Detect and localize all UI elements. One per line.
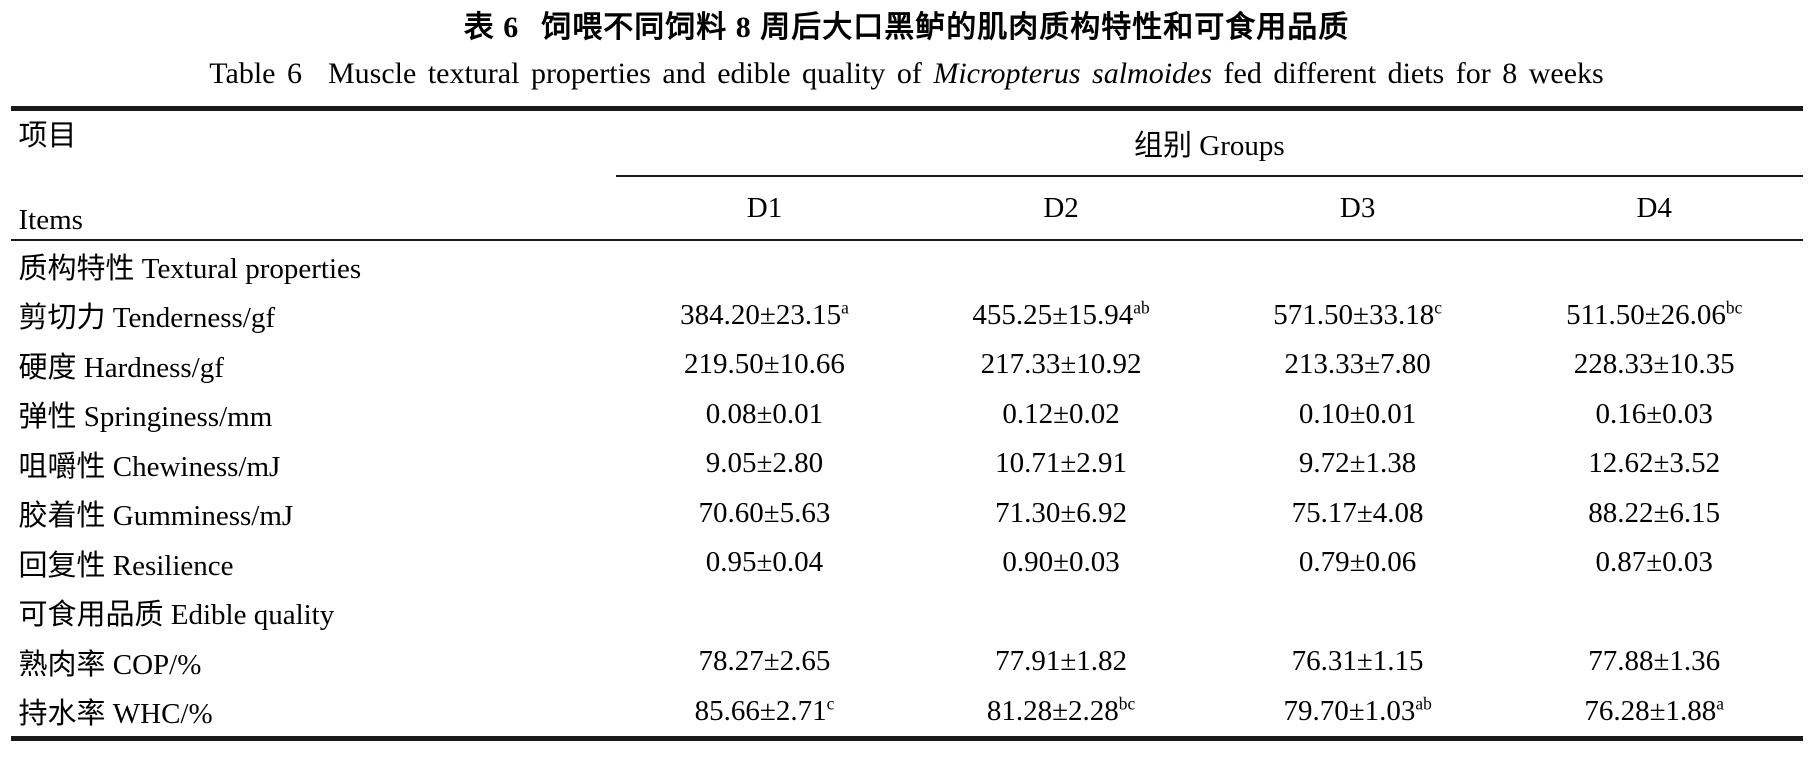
data-row: 弹性 Springiness/mm 0.08±0.01 0.12±0.02 0.10±… [11,390,1803,440]
significance-superscript: c [1434,297,1442,318]
row-label: 弹性 Springiness/mm [18,401,273,434]
groups-spanning-header: 组别 Groups [616,108,1803,177]
items-column-header: 项目 Items [11,109,617,241]
value-cell: 511.50±26.06bc [1566,297,1743,331]
row-label: 胶着性 Gumminess/mJ [18,500,294,533]
value-cell: 9.05±2.80 [705,447,824,480]
value-cell: 81.28±2.28bc [986,693,1136,727]
significance-superscript: ab [1415,693,1432,714]
value-cell: 77.91±1.82 [995,645,1127,678]
value-cell: 0.90±0.03 [1002,546,1120,579]
significance-superscript: a [841,297,849,318]
value-cell: 0.10±0.01 [1298,397,1417,430]
data-row: 持水率 WHC/% 85.66±2.71c 81.28±2.28bc 79.70±1.… [11,687,1803,739]
row-label: 硬度 Hardness/gf [18,351,224,384]
items-header-en: Items [18,204,83,236]
table-title-en-post: fed different diets for 8 weeks [1212,57,1604,90]
value-cell: 0.12±0.02 [1002,397,1120,430]
row-label: 咀嚼性 Chewiness/mJ [18,450,281,483]
species-name-italic: Micropterus salmoides [933,57,1213,90]
value-cell: 0.16±0.03 [1595,397,1713,430]
value-cell: 75.17±4.08 [1291,496,1424,529]
column-header-d4: D4 [1636,191,1672,224]
table-title-zh-text: 饲喂不同饲料 8 周后大口黑鲈的肌肉质构特性和可食用品质 [541,11,1350,44]
column-header-d3: D3 [1339,191,1376,224]
data-row: 咀嚼性 Chewiness/mJ 9.05±2.80 10.71±2.91 9.72±… [11,439,1803,489]
value-cell: 76.28±1.88a [1584,693,1725,727]
column-header-d2: D2 [1043,191,1079,224]
significance-superscript: bc [1118,693,1136,714]
value-cell: 0.08±0.01 [705,397,824,430]
data-row: 剪切力 Tenderness/gf 384.20±23.15a 455.25±15.… [11,291,1803,341]
value-cell: 79.70±1.03ab [1283,693,1432,727]
value-cell: 85.66±2.71c [694,693,835,727]
value-cell: 9.72±1.38 [1298,447,1417,480]
data-row: 胶着性 Gumminess/mJ 70.60±5.63 71.30±6.92 75.1… [11,489,1803,539]
results-table: 项目 Items 组别 Groups D1 D2 D3 D4 质构特性 Textura… [10,106,1803,741]
value-cell: 12.62±3.52 [1588,447,1721,480]
value-cell: 0.79±0.06 [1298,546,1417,579]
items-header-zh: 项目 [18,120,77,152]
value-cell: 10.71±2.91 [995,447,1127,480]
data-row: 硬度 Hardness/gf 219.50±10.66 217.33±10.92 21… [11,340,1803,390]
significance-superscript: bc [1725,297,1743,318]
row-label: 持水率 WHC/% [18,698,213,731]
data-row: 熟肉率 COP/% 78.27±2.65 77.91±1.82 76.31±1.15 7… [11,637,1803,687]
section-label: 可食用品质 Edible quality [18,599,335,632]
value-cell: 77.88±1.36 [1588,645,1721,678]
table-number-en: Table 6 [209,57,302,90]
significance-superscript: a [1716,693,1725,714]
value-cell: 219.50±10.66 [684,348,845,381]
row-label: 剪切力 Tenderness/gf [18,302,276,335]
value-cell: 217.33±10.92 [980,348,1142,381]
table-header: 项目 Items 组别 Groups D1 D2 D3 D4 [10,108,1803,240]
value-cell: 455.25±15.94ab [972,297,1150,331]
significance-superscript: c [826,693,835,714]
column-header-d1: D1 [746,191,783,224]
value-cell: 571.50±33.18c [1273,297,1442,331]
value-cell: 88.22±6.15 [1588,496,1721,529]
value-cell: 71.30±6.92 [995,496,1127,529]
row-label: 回复性 Resilience [18,549,234,582]
section-row: 质构特性 Textural properties [11,240,1803,291]
table-number-zh: 表 6 [463,11,520,44]
value-cell: 228.33±10.35 [1573,348,1735,381]
data-row: 回复性 Resilience 0.95±0.04 0.90±0.03 0.79±0.0… [11,538,1803,588]
section-label: 质构特性 Textural properties [18,252,362,285]
value-cell: 70.60±5.63 [698,496,831,529]
value-cell: 213.33±7.80 [1284,348,1431,381]
header-row-groups: 项目 Items 组别 Groups [11,108,1803,236]
value-cell: 0.87±0.03 [1595,546,1713,579]
table-body: 质构特性 Textural properties 剪切力 Tenderness/g… [11,240,1803,739]
value-cell: 76.31±1.15 [1291,645,1424,678]
significance-superscript: ab [1133,297,1150,318]
group-columns-row: D1 D2 D3 D4 [11,176,1803,240]
section-row: 可食用品质 Edible quality [11,588,1803,638]
table-title-chinese: 表 6 饲喂不同饲料 8 周后大口黑鲈的肌肉质构特性和可食用品质 [0,8,1813,48]
value-cell: 384.20±23.15a [680,297,849,331]
table-title-en-pre: Muscle textural properties and edible qu… [328,57,934,90]
table-title-english: Table 6 Muscle textural properties and ed… [0,54,1813,94]
value-cell: 0.95±0.04 [705,546,824,579]
row-label: 熟肉率 COP/% [18,648,202,681]
value-cell: 78.27±2.65 [698,645,831,678]
